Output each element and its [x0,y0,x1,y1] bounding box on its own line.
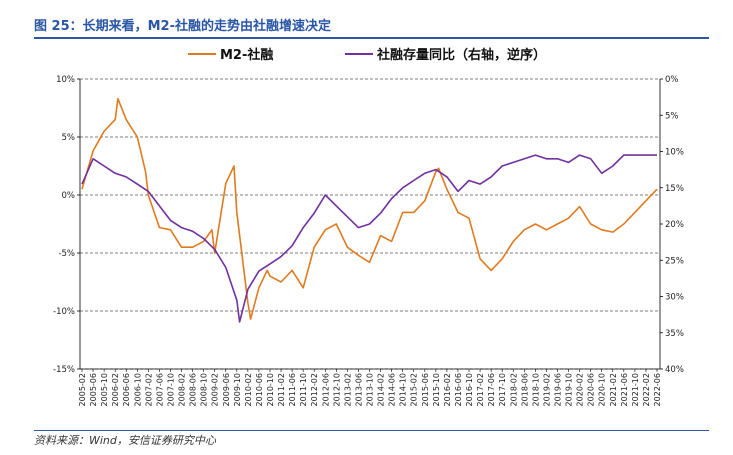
left-tick-label: 0% [62,191,76,201]
x-tick-label: 2006-02 [111,373,120,406]
x-tick-label: 2020-02 [576,373,585,406]
series-line-m2-tsf [81,97,658,320]
x-tick-label: 2010-06 [255,373,264,406]
right-tick-label: 25% [665,256,684,266]
x-tick-label: 2005-10 [100,373,109,406]
left-tick-label: 10% [56,75,75,85]
left-tick-label: -5% [58,249,75,259]
x-tick-label: 2015-06 [421,373,430,406]
x-tick-label: 2014-10 [399,373,408,406]
legend: M2-社融 社融存量同比（右轴，逆序） [188,47,546,63]
x-tick-label: 2005-06 [89,373,98,406]
x-tick-label: 2012-02 [310,373,319,406]
x-tick-label: 2022-02 [642,373,651,406]
source-note: 资料来源：Wind，安信证券研究中心 [34,434,216,447]
x-tick-label: 2018-02 [509,373,518,406]
x-tick-label: 2017-02 [476,373,485,406]
title-rule [34,37,709,39]
x-tick-label: 2012-10 [332,373,341,406]
x-tick-label: 2019-02 [542,373,551,406]
x-tick-label: 2019-10 [565,373,574,406]
x-tick-label: 2016-10 [465,373,474,406]
x-tick-label: 2022-06 [653,373,662,406]
x-tick-label: 2019-06 [553,373,562,406]
x-tick-label: 2015-10 [432,373,441,406]
left-tick-label: 5% [62,133,76,143]
legend-label-tsf-growth: 社融存量同比（右轴，逆序） [376,47,546,63]
x-tick-label: 2007-02 [144,373,153,406]
x-tick-label: 2007-10 [166,373,175,406]
right-tick-label: 10% [665,148,684,158]
x-tick-label: 2017-10 [498,373,507,406]
x-tick-label: 2020-06 [587,373,596,406]
x-tick-label: 2016-06 [454,373,463,406]
x-tick-label: 2007-06 [155,373,164,406]
x-tick-label: 2016-02 [443,373,452,406]
tick-labels: 10% 5% 0% -5% -10% -15% 0% 5% 10% 15% 20% 25% 30% 35%… [53,75,684,406]
right-tick-label: 40% [665,365,684,375]
right-tick-label: 35% [665,329,684,339]
plot-lines [81,97,658,323]
right-tick-label: 5% [665,111,679,121]
x-tick-label: 2012-06 [321,373,330,406]
x-tick-label: 2009-10 [233,373,242,406]
right-tick-label: 15% [665,184,684,194]
x-tick-label: 2013-02 [343,373,352,406]
x-tick-label: 2017-06 [487,373,496,406]
x-tick-label: 2020-10 [598,373,607,406]
right-tick-label: 0% [665,75,679,85]
series-line-tsf-growth [81,154,657,323]
x-tick-label: 2009-02 [211,373,220,406]
right-tick-label: 20% [665,220,684,230]
legend-label-m2-tsf: M2-社融 [220,47,273,63]
x-tick-label: 2018-06 [520,373,529,406]
x-tick-label: 2013-10 [366,373,375,406]
x-tick-label: 2008-10 [200,373,209,406]
x-tick-label: 2013-06 [354,373,363,406]
left-tick-label: -10% [53,307,75,317]
right-tick-label: 30% [665,293,684,303]
x-tick-label: 2008-02 [178,373,187,406]
x-tick-label: 2010-02 [244,373,253,406]
x-tick-label: 2021-10 [631,373,640,406]
x-tick-label: 2008-06 [189,373,198,406]
x-tick-label: 2011-10 [299,373,308,406]
axes [77,78,663,372]
x-tick-label: 2021-06 [620,373,629,406]
x-tick-label: 2011-06 [288,373,297,406]
x-tick-label: 2006-06 [122,373,131,406]
x-tick-label: 2014-06 [388,373,397,406]
x-tick-label: 2006-10 [133,373,142,406]
x-tick-label: 2014-02 [377,373,386,406]
x-tick-label: 2011-02 [277,373,286,406]
figure-title: 图 25：长期来看，M2-社融的走势由社融增速决定 [34,19,331,34]
left-tick-label: -15% [53,365,75,375]
x-tick-label: 2015-02 [410,373,419,406]
x-tick-label: 2018-10 [531,373,540,406]
x-tick-label: 2021-02 [609,373,618,406]
x-tick-label: 2009-06 [222,373,231,406]
source-rule [34,430,709,431]
x-tick-label: 2010-10 [266,373,275,406]
x-tick-label: 2005-02 [78,373,87,406]
